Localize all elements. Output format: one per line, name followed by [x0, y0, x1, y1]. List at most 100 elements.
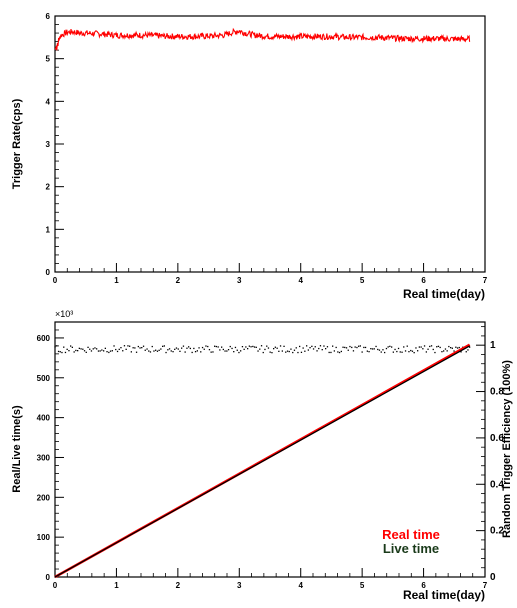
efficiency-point [210, 351, 212, 353]
y-tick-label: 400 [37, 414, 51, 423]
efficiency-point [312, 348, 315, 350]
trigger-rate-panel: 0 1 2 3 4 5 6 0 1 2 3 4 5 6 7 Trigger Rate(cps) Real … [11, 12, 488, 301]
y-tick-label: 2 [46, 183, 51, 192]
efficiency-point [316, 350, 318, 352]
efficiency-point [122, 350, 124, 352]
efficiency-point [135, 351, 138, 353]
series-random-trigger-efficiency [54, 345, 471, 354]
efficiency-point [66, 348, 68, 350]
efficiency-point [97, 350, 100, 352]
efficiency-point [203, 348, 205, 350]
efficiency-point [467, 349, 469, 351]
efficiency-point [441, 351, 443, 353]
efficiency-point [279, 345, 282, 347]
efficiency-point [118, 348, 120, 350]
efficiency-point [217, 346, 219, 348]
efficiency-point [366, 350, 368, 352]
efficiency-point [162, 345, 164, 347]
y-tick-label: 1 [46, 225, 51, 234]
efficiency-point [255, 346, 257, 348]
y-tick-label: 600 [37, 334, 51, 343]
efficiency-point [392, 351, 394, 353]
efficiency-point [240, 350, 242, 352]
efficiency-point [354, 346, 356, 348]
x-tick-label: 0 [53, 276, 58, 285]
efficiency-point [158, 349, 160, 351]
efficiency-point [288, 350, 290, 353]
efficiency-point [401, 351, 403, 353]
efficiency-point [233, 351, 235, 353]
y-tick-label: 100 [37, 533, 51, 542]
efficiency-point [439, 346, 441, 349]
efficiency-point [194, 351, 197, 353]
efficiency-point [215, 345, 217, 348]
efficiency-point [89, 348, 91, 350]
efficiency-point [115, 348, 117, 351]
x-axis-label: Real time(day) [403, 588, 485, 602]
efficiency-point [274, 346, 276, 348]
efficiency-point [285, 351, 287, 353]
efficiency-point [363, 346, 365, 349]
efficiency-point [394, 348, 396, 351]
efficiency-point [385, 347, 388, 350]
efficiency-point [132, 347, 134, 349]
efficiency-point [219, 349, 221, 351]
efficiency-point [108, 351, 110, 354]
y-axis-ticks: 0 1 2 3 4 5 6 [46, 12, 64, 277]
y-tick-label: 300 [37, 453, 51, 462]
efficiency-point [415, 347, 417, 349]
efficiency-point [238, 351, 240, 354]
x-tick-label: 2 [176, 276, 181, 285]
x-tick-label: 6 [421, 581, 426, 590]
efficiency-point [64, 351, 67, 354]
efficiency-point [432, 348, 434, 351]
y-tick-label: 4 [46, 97, 51, 106]
y-tick-label: 200 [37, 493, 51, 502]
efficiency-point [113, 345, 115, 347]
efficiency-point [134, 347, 136, 349]
efficiency-point [446, 350, 448, 352]
trigger-rate-line [54, 27, 471, 51]
efficiency-point [281, 350, 283, 352]
efficiency-point [361, 351, 363, 353]
legend-live-time: Live time [383, 541, 439, 556]
efficiency-point [382, 349, 384, 351]
efficiency-point [450, 347, 452, 349]
efficiency-point [319, 345, 322, 347]
efficiency-point [236, 349, 238, 351]
efficiency-point [267, 347, 270, 349]
y2-tick-label: 0 [490, 572, 496, 583]
efficiency-point [205, 345, 207, 347]
efficiency-point [344, 346, 346, 349]
efficiency-point [430, 345, 433, 347]
efficiency-point [189, 347, 191, 350]
y-tick-label: 3 [46, 140, 51, 149]
efficiency-point [444, 348, 447, 350]
y2-tick-label: 0.2 [490, 526, 504, 537]
efficiency-point [302, 347, 304, 349]
y-axis-ticks: 0 100 200 300 400 500 600 [37, 321, 64, 582]
x-axis-ticks: 0 1 2 3 4 5 6 7 [53, 568, 488, 590]
efficiency-point [70, 345, 72, 347]
y-tick-label: 5 [46, 55, 51, 64]
efficiency-point [397, 347, 400, 350]
efficiency-point [168, 348, 171, 350]
efficiency-point [373, 348, 375, 350]
efficiency-point [141, 347, 143, 349]
efficiency-point [101, 349, 103, 351]
efficiency-point [290, 348, 292, 350]
efficiency-point [283, 345, 285, 347]
x-tick-label: 7 [483, 276, 488, 285]
efficiency-point [226, 350, 228, 352]
efficiency-point [338, 351, 341, 354]
efficiency-point [80, 348, 82, 350]
efficiency-point [247, 348, 249, 350]
efficiency-point [451, 347, 453, 349]
efficiency-point [337, 351, 339, 353]
efficiency-point [330, 351, 332, 354]
efficiency-point [160, 348, 162, 350]
efficiency-point [208, 349, 211, 351]
efficiency-point [443, 350, 445, 352]
efficiency-point [201, 346, 204, 349]
